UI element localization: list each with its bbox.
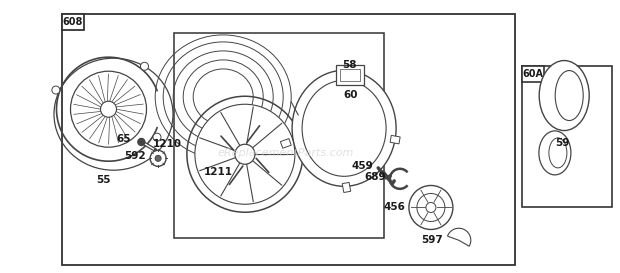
Bar	[62, 14, 84, 30]
Circle shape	[187, 96, 303, 212]
Text: 60: 60	[343, 90, 358, 100]
Bar	[280, 139, 291, 148]
Text: 597: 597	[421, 235, 443, 245]
Bar	[522, 66, 544, 82]
Ellipse shape	[549, 138, 567, 168]
Text: 1210: 1210	[153, 139, 182, 149]
Text: 456: 456	[383, 203, 405, 212]
Circle shape	[71, 71, 146, 147]
Text: 58: 58	[342, 60, 356, 70]
Bar	[62, 14, 515, 265]
Bar	[342, 182, 351, 192]
Circle shape	[426, 203, 436, 212]
Ellipse shape	[555, 70, 583, 121]
Ellipse shape	[539, 61, 589, 130]
Text: 1211: 1211	[204, 167, 232, 177]
Bar	[522, 66, 612, 207]
Ellipse shape	[292, 70, 396, 186]
Text: 689: 689	[365, 172, 386, 182]
Text: 55: 55	[96, 175, 111, 185]
Text: 59: 59	[555, 138, 569, 147]
Text: 459: 459	[352, 161, 373, 171]
Circle shape	[235, 144, 255, 164]
Text: 60A: 60A	[523, 69, 544, 79]
Bar	[174, 33, 384, 238]
Bar	[340, 69, 360, 81]
Circle shape	[417, 194, 445, 221]
Circle shape	[141, 62, 149, 70]
Circle shape	[138, 138, 145, 146]
Bar	[390, 135, 400, 144]
Bar	[336, 65, 365, 85]
Text: 608: 608	[63, 17, 83, 27]
Circle shape	[150, 150, 166, 166]
Ellipse shape	[539, 131, 571, 175]
Circle shape	[52, 86, 60, 94]
Ellipse shape	[302, 80, 386, 176]
Text: 592: 592	[125, 151, 146, 161]
Circle shape	[100, 101, 117, 117]
Circle shape	[195, 104, 295, 204]
Text: 65: 65	[117, 134, 131, 144]
Wedge shape	[448, 228, 471, 246]
Text: eReplacementParts.com: eReplacementParts.com	[217, 148, 353, 158]
Circle shape	[153, 133, 161, 141]
Circle shape	[155, 155, 161, 161]
Circle shape	[409, 185, 453, 230]
